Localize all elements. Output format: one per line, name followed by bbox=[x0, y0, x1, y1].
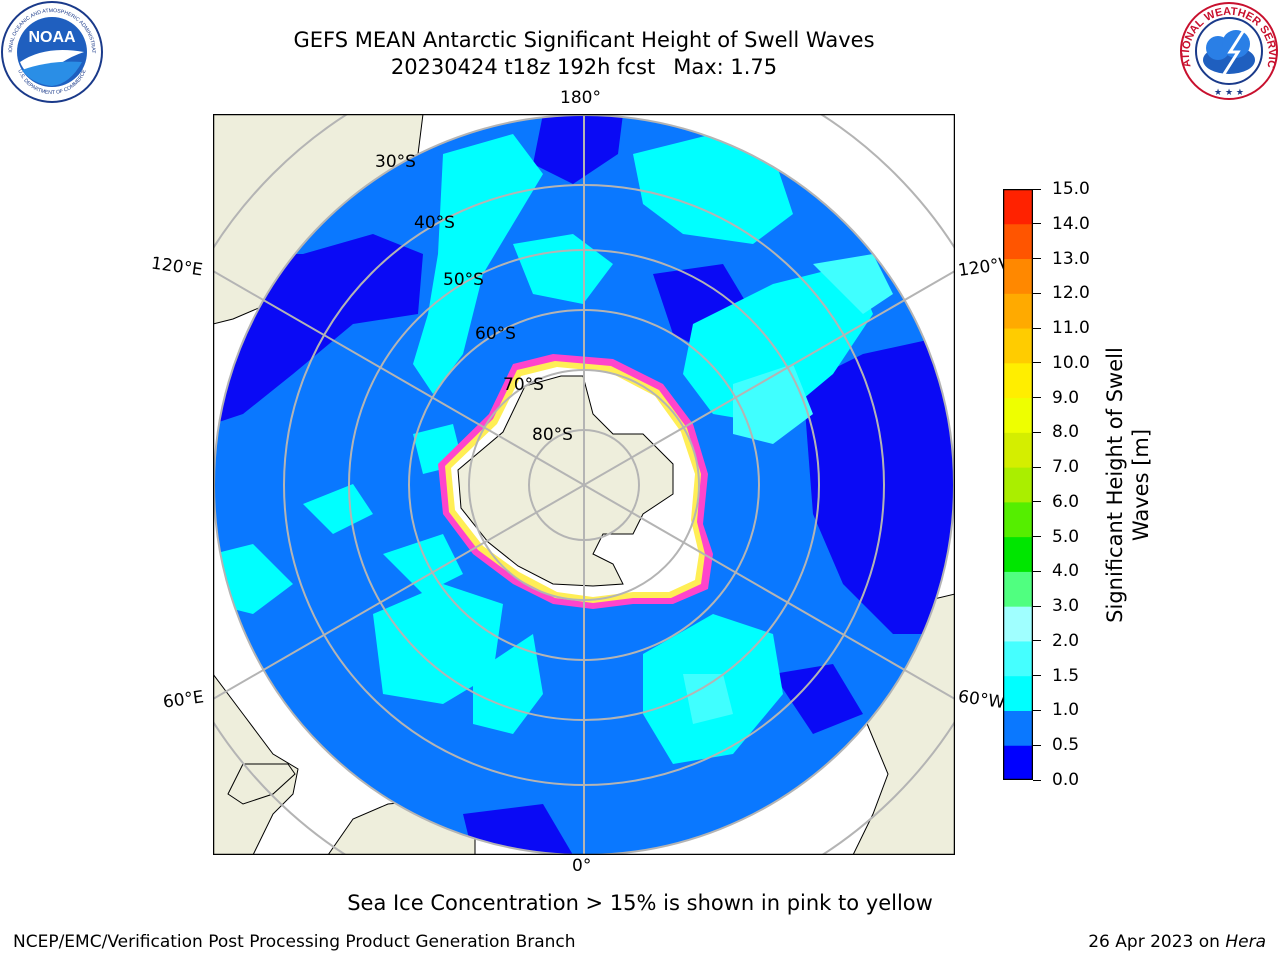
colorbar-segment bbox=[1003, 432, 1033, 468]
colorbar-segment bbox=[1003, 293, 1033, 329]
colorbar bbox=[1003, 189, 1033, 780]
colorbar-label: Significant Height of Swell Waves [m] bbox=[1102, 325, 1154, 645]
colorbar-segment bbox=[1003, 745, 1033, 780]
lat-label-50s: 50°S bbox=[443, 270, 484, 290]
antarctica bbox=[438, 354, 713, 609]
colorbar-segment bbox=[1003, 675, 1033, 711]
colorbar-tick-mark bbox=[1033, 223, 1041, 225]
colorbar-segment bbox=[1003, 362, 1033, 399]
lat-label-30s: 30°S bbox=[375, 152, 416, 172]
colorbar-tick-label: 7.0 bbox=[1052, 457, 1080, 478]
nws-logo: NATIONAL WEATHER SERVICE ★ ★ ★ bbox=[1178, 0, 1278, 100]
footer-date: 26 Apr 2023 on Hera bbox=[1088, 932, 1266, 952]
footer-branch: NCEP/EMC/Verification Post Processing Pr… bbox=[13, 932, 576, 952]
colorbar-tick-mark bbox=[1033, 501, 1041, 503]
colorbar-border bbox=[1003, 189, 1033, 780]
colorbar-tick-label: 14.0 bbox=[1052, 213, 1090, 234]
noaa-logo-text: NOAA bbox=[28, 29, 76, 46]
colorbar-segment bbox=[1003, 710, 1033, 746]
colorbar-tick-label: 2.0 bbox=[1052, 630, 1080, 651]
footer-date-text: 26 Apr 2023 on bbox=[1088, 932, 1220, 952]
colorbar-tick-mark bbox=[1033, 640, 1041, 642]
max-value: Max: 1.75 bbox=[673, 55, 778, 79]
footer-system: Hera bbox=[1225, 932, 1266, 952]
colorbar-tick-mark bbox=[1033, 675, 1041, 677]
colorbar-tick-mark bbox=[1033, 327, 1041, 329]
lon-label-180: 180° bbox=[560, 88, 601, 108]
colorbar-tick-mark bbox=[1033, 536, 1041, 538]
colorbar-segment bbox=[1003, 189, 1033, 225]
colorbar-tick-mark bbox=[1033, 292, 1041, 294]
colorbar-tick-mark bbox=[1033, 188, 1041, 190]
colorbar-segment bbox=[1003, 606, 1033, 642]
colorbar-segment bbox=[1003, 640, 1033, 677]
lat-label-80s: 80°S bbox=[532, 425, 573, 445]
colorbar-tick-mark bbox=[1033, 431, 1041, 433]
sea-ice-caption: Sea Ice Concentration > 15% is shown in … bbox=[347, 891, 933, 915]
swell-height-map bbox=[213, 114, 955, 855]
colorbar-segment bbox=[1003, 397, 1033, 433]
colorbar-tick-label: 1.5 bbox=[1052, 665, 1080, 686]
colorbar-label-line2: Waves [m] bbox=[1129, 428, 1153, 542]
colorbar-tick-mark bbox=[1033, 258, 1041, 260]
colorbar-tick-mark bbox=[1033, 362, 1041, 364]
colorbar-segment bbox=[1003, 571, 1033, 607]
colorbar-segment bbox=[1003, 501, 1033, 538]
colorbar-tick-mark bbox=[1033, 605, 1041, 607]
colorbar-label-line1: Significant Height of Swell bbox=[1103, 347, 1127, 623]
colorbar-tick-mark bbox=[1033, 744, 1041, 746]
noaa-logo: NOAA NATIONAL OCEANIC AND ATMOSPHERIC AD… bbox=[0, 0, 103, 103]
lat-label-40s: 40°S bbox=[414, 213, 455, 233]
colorbar-tick-mark bbox=[1033, 709, 1041, 711]
ocean-disc bbox=[214, 115, 954, 855]
lon-label-120e: 120°E bbox=[149, 253, 204, 281]
map-border bbox=[213, 114, 955, 855]
lat-label-60s: 60°S bbox=[475, 324, 516, 344]
colorbar-tick-label: 10.0 bbox=[1052, 352, 1090, 373]
colorbar-tick-label: 13.0 bbox=[1052, 248, 1090, 269]
colorbar-tick-mark bbox=[1033, 570, 1041, 572]
colorbar-segment bbox=[1003, 223, 1033, 260]
lon-label-60w: 60°W bbox=[956, 686, 1007, 714]
colorbar-tick-label: 0.5 bbox=[1052, 735, 1080, 756]
lon-label-0: 0° bbox=[572, 856, 592, 876]
colorbar-tick-mark bbox=[1033, 397, 1041, 399]
colorbar-tick-mark bbox=[1033, 779, 1041, 781]
colorbar-tick-label: 11.0 bbox=[1052, 318, 1090, 339]
forecast-run: 20230424 t18z 192h fcst bbox=[390, 55, 656, 79]
colorbar-tick-label: 8.0 bbox=[1052, 422, 1080, 443]
colorbar-tick-label: 9.0 bbox=[1052, 387, 1080, 408]
colorbar-tick-label: 1.0 bbox=[1052, 700, 1080, 721]
colorbar-segment bbox=[1003, 467, 1033, 503]
lon-label-60e: 60°E bbox=[161, 687, 206, 713]
chart-title: GEFS MEAN Antarctic Significant Height o… bbox=[293, 28, 875, 52]
colorbar-tick-label: 0.0 bbox=[1052, 770, 1080, 790]
colorbar-tick-mark bbox=[1033, 466, 1041, 468]
colorbar-segment bbox=[1003, 258, 1033, 294]
lat-label-70s: 70°S bbox=[503, 375, 544, 395]
colorbar-tick-label: 3.0 bbox=[1052, 596, 1080, 617]
colorbar-tick-label: 4.0 bbox=[1052, 561, 1080, 582]
colorbar-segment bbox=[1003, 536, 1033, 572]
colorbar-tick-label: 15.0 bbox=[1052, 179, 1090, 199]
colorbar-segment bbox=[1003, 328, 1033, 364]
colorbar-tick-label: 12.0 bbox=[1052, 283, 1090, 304]
nws-stars: ★ ★ ★ bbox=[1214, 88, 1244, 98]
colorbar-tick-label: 5.0 bbox=[1052, 526, 1080, 547]
colorbar-tick-label: 6.0 bbox=[1052, 491, 1080, 512]
chart-subtitle: 20230424 t18z 192h fcst Max: 1.75 bbox=[184, 54, 984, 80]
